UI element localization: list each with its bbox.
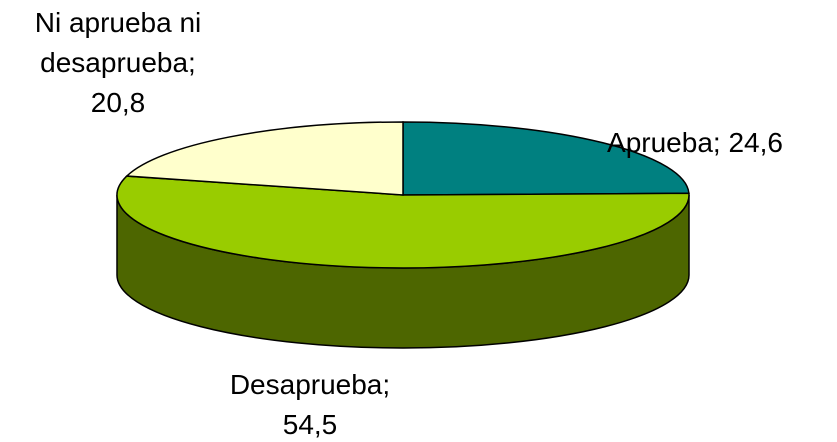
category-label: Ni aprueba ni desaprueba; [34, 7, 202, 78]
data-label: Ni aprueba ni desaprueba; 20,8 [0, 3, 236, 123]
pie-slice [125, 121, 404, 196]
data-label: Desaprueba; 54,5 [180, 365, 440, 442]
category-label: Desaprueba; [229, 369, 391, 400]
pie-slice [116, 175, 690, 269]
value-label: 54,5 [282, 409, 338, 440]
category-label: Aprueba; [607, 127, 721, 158]
value-label: 24,6 [728, 127, 783, 158]
pie-slice [402, 121, 690, 196]
value-label: 20,8 [90, 87, 146, 118]
data-label: Aprueba; 24,6 [560, 123, 830, 163]
